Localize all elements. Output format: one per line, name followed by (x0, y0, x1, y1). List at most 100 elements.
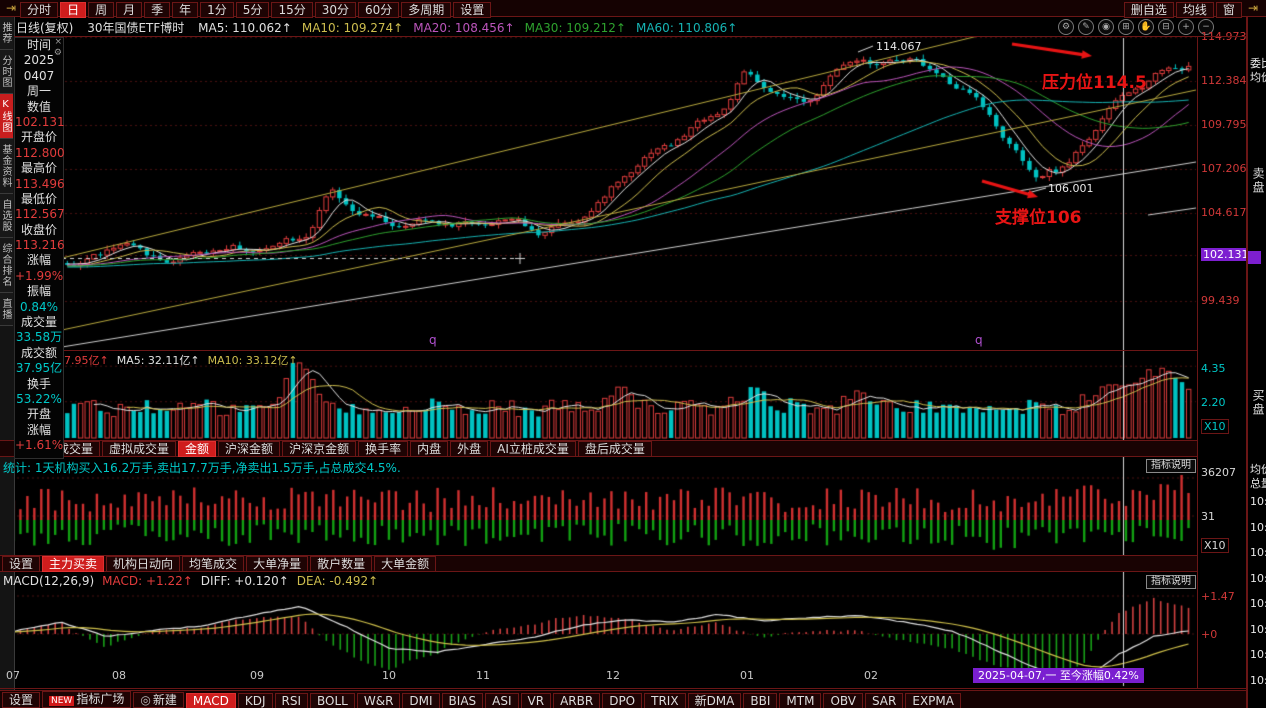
quote-row-11: 112.567 (15, 207, 65, 222)
indicator-tab-MACD[interactable]: MACD (185, 693, 236, 708)
indicator-tab-SAR[interactable]: SAR (864, 693, 904, 708)
toolbar-button-窗[interactable]: 窗 (1215, 1, 1242, 18)
left-tab-综合排名[interactable]: 综合排名 (0, 238, 13, 293)
indicator-tab-新DMA[interactable]: 新DMA (687, 693, 742, 708)
window-icon[interactable]: ⊞ (1118, 19, 1134, 35)
toolbar-button-删自选[interactable]: 删自选 (1123, 1, 1174, 18)
quote-row-6: 开盘价 (20, 130, 57, 145)
collapse-left-icon[interactable]: ⇥ (6, 1, 17, 15)
indicator-help-button-1[interactable]: 指标说明 (1146, 459, 1196, 473)
period-tab-60分[interactable]: 60分 (358, 1, 400, 18)
zhuli-tab-机构日动向[interactable]: 机构日动向 (106, 555, 181, 572)
left-tab-推荐[interactable]: 推荐 (0, 17, 13, 50)
indicator-tab-BIAS[interactable]: BIAS (441, 693, 484, 708)
gear-icon[interactable]: ⚙ (53, 48, 62, 58)
hand-icon[interactable]: ✋ (1138, 19, 1154, 35)
price-axis-label-107.206: 107.206 (1201, 161, 1247, 175)
indicator-settings-button[interactable]: 设置 (2, 691, 41, 708)
support-annotation: 支撑位106 (995, 208, 1082, 228)
period-tab-日[interactable]: 日 (60, 1, 87, 18)
price-axis-label-99.439: 99.439 (1201, 293, 1240, 307)
quote-row-8: 最高价 (20, 161, 57, 176)
indicator-tab-MTM[interactable]: MTM (779, 693, 822, 708)
volume-tab-换手率[interactable]: 换手率 (358, 440, 409, 457)
zhuli-tab-主力买卖[interactable]: 主力买卖 (42, 555, 105, 572)
zhuli-tab-均笔成交[interactable]: 均笔成交 (182, 555, 245, 572)
indicator-plaza-button[interactable]: NEW 指标广场 (42, 691, 132, 708)
period-tab-分时[interactable]: 分时 (20, 1, 59, 18)
eye-icon[interactable]: ◉ (1098, 19, 1114, 35)
indicator-tab-RSI[interactable]: RSI (274, 693, 308, 708)
volume-axis-label: 2.20 (1201, 396, 1226, 409)
quote-row-20: 成交额 (20, 345, 57, 360)
toolbar-right-buttons: 删自选 均线窗 (1123, 0, 1244, 18)
institution-stats: 统计: 1天机构买入16.2万手,卖出17.7万手,净卖出1.5万手,占总成交4… (3, 461, 401, 475)
indicator-help-button-2[interactable]: 指标说明 (1146, 575, 1196, 589)
right-strip-time-7: 10: (1250, 673, 1266, 687)
indicator-tab-OBV[interactable]: OBV (823, 693, 863, 708)
left-tab-直播[interactable]: 直播 (0, 293, 13, 326)
toolbar-button-均线[interactable]: 均线 (1175, 1, 1214, 18)
zoom-out-icon[interactable]: − (1198, 19, 1214, 35)
zhuli-tab-散户数量[interactable]: 散户数量 (310, 555, 373, 572)
volume-tab-内盘[interactable]: 内盘 (410, 440, 449, 457)
volume-tab-盘后成交量[interactable]: 盘后成交量 (577, 440, 652, 457)
period-tab-设置[interactable]: 设置 (453, 1, 492, 18)
volume-tab-外盘[interactable]: 外盘 (450, 440, 489, 457)
left-tab-基金资料[interactable]: 基金资料 (0, 139, 13, 194)
left-tab-自选股[interactable]: 自选股 (0, 194, 13, 238)
x-axis-label-07: 07 (6, 669, 20, 682)
indicator-tab-DPO[interactable]: DPO (602, 693, 643, 708)
new-indicator-button[interactable]: ◎ 新建 (133, 691, 184, 708)
volume-tab-虚拟成交量[interactable]: 虚拟成交量 (102, 440, 177, 457)
volume-tab-AI立桩成交量[interactable]: AI立桩成交量 (490, 440, 576, 457)
period-tab-30分[interactable]: 30分 (314, 1, 356, 18)
zoom-in-icon[interactable]: + (1178, 19, 1194, 35)
indicator-tab-ASI[interactable]: ASI (485, 693, 519, 708)
zhuli-tab-大单金额[interactable]: 大单金额 (374, 555, 437, 572)
indicator-tab-BBI[interactable]: BBI (743, 693, 778, 708)
macd-axis-label: +0 (1201, 628, 1218, 641)
left-tab-K线图[interactable]: K线图 (0, 94, 13, 139)
period-tab-1分[interactable]: 1分 (200, 1, 234, 18)
indicator-tab-KDJ[interactable]: KDJ (237, 693, 273, 708)
draw-icon[interactable]: ✎ (1078, 19, 1094, 35)
quote-data-panel[interactable]: × ⚙ 时间 2025 0407 周一 数值 102.131 开盘价 112.800 最高价 11… (14, 37, 65, 459)
collapse-right-icon[interactable]: ⇥ (1247, 1, 1258, 15)
period-tab-周[interactable]: 周 (88, 1, 115, 18)
indicator-tab-EXPMA[interactable]: EXPMA (905, 693, 961, 708)
period-tab-月[interactable]: 月 (116, 1, 143, 18)
period-tab-年[interactable]: 年 (172, 1, 199, 18)
right-strip-top-1: 均价 (1250, 71, 1266, 84)
zhuli-tab-设置[interactable]: 设置 (2, 555, 41, 572)
volume-tab-金额[interactable]: 金额 (178, 440, 217, 457)
indicator-tab-TRIX[interactable]: TRIX (644, 693, 686, 708)
period-tab-15分[interactable]: 15分 (271, 1, 313, 18)
indicator-tab-DMI[interactable]: DMI (402, 693, 440, 708)
indicator-tab-ARBR[interactable]: ARBR (553, 693, 601, 708)
new-indicator-icon: ◎ (140, 692, 151, 707)
zhuli-tab-大单净量[interactable]: 大单净量 (246, 555, 309, 572)
right-quote-strip[interactable]: 委比均价卖盘买盘均价总量10:10:10:10:10:10:10:10: (1247, 17, 1266, 708)
quote-row-25: 涨幅 (26, 422, 51, 437)
close-icon[interactable]: × (54, 37, 62, 47)
left-sidebar-tabs: 推荐 分时图 K线图 基金资料 自选股 综合排名 直播 (0, 17, 15, 708)
left-tab-分时图[interactable]: 分时图 (0, 50, 13, 94)
gear-icon[interactable]: ⚙ (1058, 19, 1074, 35)
period-tab-季[interactable]: 季 (144, 1, 171, 18)
q-marker-2: q (975, 333, 983, 347)
indicator-tab-VR[interactable]: VR (520, 693, 552, 708)
volume-tab-沪深京金额[interactable]: 沪深京金额 (282, 440, 357, 457)
period-tab-5分[interactable]: 5分 (235, 1, 270, 18)
zhuli-axis-label: X10 (1201, 538, 1229, 553)
quote-row-7: 112.800 (15, 145, 65, 160)
indicator-tab-W&R[interactable]: W&R (356, 693, 401, 708)
right-strip-mid-0: 均价 (1250, 463, 1266, 476)
volume-tab-沪深金额[interactable]: 沪深金额 (218, 440, 281, 457)
x-axis-label-02: 02 (864, 669, 878, 682)
period-tab-多周期[interactable]: 多周期 (401, 1, 452, 18)
lock-icon[interactable]: ⊟ (1158, 19, 1174, 35)
macd-axis-label: +1.47 (1201, 590, 1235, 603)
indicator-tab-BOLL[interactable]: BOLL (310, 693, 355, 708)
